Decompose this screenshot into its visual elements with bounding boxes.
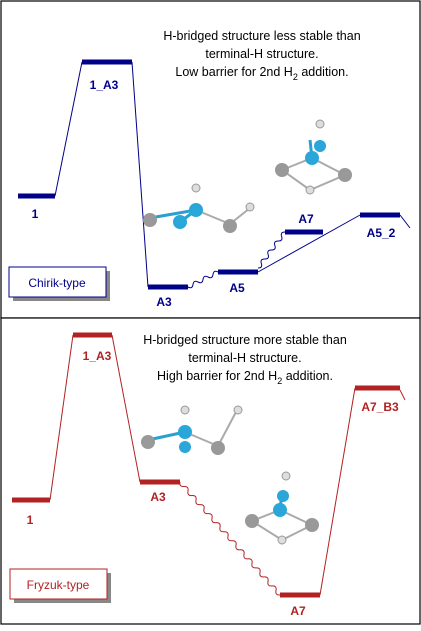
atom <box>234 406 242 414</box>
atom <box>282 472 290 480</box>
atom <box>305 151 319 165</box>
note-text: H-bridged structure more stable than <box>143 333 347 347</box>
level-label: 1 <box>32 207 39 221</box>
note-part: addition. <box>298 65 349 79</box>
level-label: 1_A3 <box>90 78 119 92</box>
atom <box>178 425 192 439</box>
atom <box>278 536 286 544</box>
atom <box>277 490 289 502</box>
note-part: Low barrier for 2nd H <box>175 65 292 79</box>
level-label: A7 <box>298 212 314 226</box>
atom <box>179 441 191 453</box>
note-part: High barrier for 2nd H <box>157 369 277 383</box>
atom <box>141 435 155 449</box>
note-text: H-bridged structure less stable than <box>163 29 360 43</box>
atom <box>306 186 314 194</box>
diagram: 1 1_A3 A3 A5 A7 A5_2 H-bridged structure… <box>0 0 421 626</box>
atom <box>181 406 189 414</box>
type-label: Fryzuk-type <box>27 578 90 592</box>
note-text: terminal-H structure. <box>188 351 301 365</box>
atom <box>338 168 352 182</box>
level-label: A7_B3 <box>361 400 399 414</box>
atom <box>143 213 157 227</box>
atom <box>211 441 225 455</box>
type-label: Chirik-type <box>28 276 86 290</box>
level-label: 1_A3 <box>83 349 112 363</box>
atom <box>223 219 237 233</box>
level-label: A7 <box>290 604 306 618</box>
atom <box>314 140 326 152</box>
level-label: A5_2 <box>367 226 396 240</box>
atom <box>273 503 287 517</box>
atom <box>246 203 254 211</box>
atom <box>189 203 203 217</box>
level-label: A3 <box>156 295 172 309</box>
note-part: addition. <box>282 369 333 383</box>
note-text: terminal-H structure. <box>205 47 318 61</box>
atom <box>173 215 187 229</box>
atom <box>275 163 289 177</box>
level-label: 1 <box>27 513 34 527</box>
level-label: A3 <box>150 490 166 504</box>
atom <box>305 518 319 532</box>
atom <box>316 120 324 128</box>
level-label: A5 <box>229 281 245 295</box>
atom <box>192 184 200 192</box>
atom <box>245 514 259 528</box>
